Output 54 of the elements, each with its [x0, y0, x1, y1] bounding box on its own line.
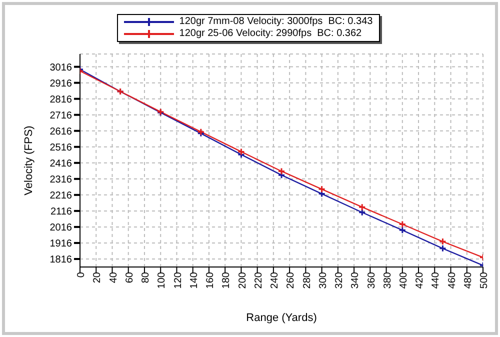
x-tick-label: 0 [76, 272, 88, 278]
x-tick-label: 40 [108, 272, 120, 284]
y-tick-label: 2716 [50, 110, 72, 122]
y-tick-label: 2616 [50, 126, 72, 138]
x-tick-label: 480 [462, 272, 474, 289]
x-tick-label: 260 [286, 272, 297, 289]
y-tick-label: 3016 [50, 62, 72, 74]
y-tick-label: 2316 [50, 174, 72, 186]
x-tick-label: 200 [237, 272, 248, 289]
y-tick-label: 2416 [50, 158, 72, 170]
x-tick-label: 160 [205, 272, 216, 289]
point [398, 226, 406, 234]
y-tick-label: 2116 [50, 206, 72, 218]
point [278, 167, 286, 175]
point [358, 203, 366, 211]
y-tick-label: 2816 [50, 94, 72, 106]
x-axis-title: Range (Yards) [246, 312, 317, 324]
y-tick-label: 1816 [50, 254, 72, 266]
point [438, 238, 446, 246]
point [318, 190, 326, 198]
y-tick-label: 2516 [50, 142, 72, 154]
x-tick-label: 300 [318, 272, 329, 289]
point [318, 185, 326, 193]
point [398, 220, 406, 228]
x-tick-label: 500 [479, 272, 490, 289]
point [278, 171, 286, 179]
point [438, 244, 446, 252]
y-axis-title: Velocity (FPS) [22, 126, 35, 196]
x-tick-label: 440 [430, 272, 442, 289]
legend-label: 120gr 7mm-08 Velocity: 3000fps BC: 0.343 [179, 16, 373, 28]
x-tick-label: 360 [366, 272, 378, 289]
x-tick-label: 100 [156, 272, 168, 289]
x-tick-label: 380 [382, 272, 394, 289]
legend-label: 120gr 25-06 Velocity: 2990fps BC: 0.362 [179, 28, 362, 40]
y-tick-label: 2016 [50, 222, 72, 234]
x-tick-label: 120 [172, 272, 184, 289]
point [358, 208, 366, 216]
x-tick-label: 240 [270, 272, 281, 289]
y-tick-label: 1916 [50, 238, 72, 250]
x-tick-label: 180 [221, 272, 232, 289]
x-tick-label: 460 [446, 272, 458, 289]
x-tick-label: 400 [398, 272, 410, 289]
x-tick-label: 60 [124, 272, 136, 284]
x-tick-label: 80 [140, 272, 152, 284]
x-tick-label: 220 [253, 272, 264, 289]
x-tick-label: 320 [334, 272, 346, 289]
point [237, 148, 245, 156]
x-tick-label: 20 [92, 272, 104, 284]
x-tick-label: 420 [414, 272, 426, 289]
y-tick-label: 2216 [50, 190, 72, 202]
x-tick-label: 280 [302, 272, 313, 289]
x-tick-label: 340 [350, 272, 362, 289]
y-tick-label: 2916 [50, 78, 72, 90]
x-tick-label: 140 [188, 272, 200, 289]
